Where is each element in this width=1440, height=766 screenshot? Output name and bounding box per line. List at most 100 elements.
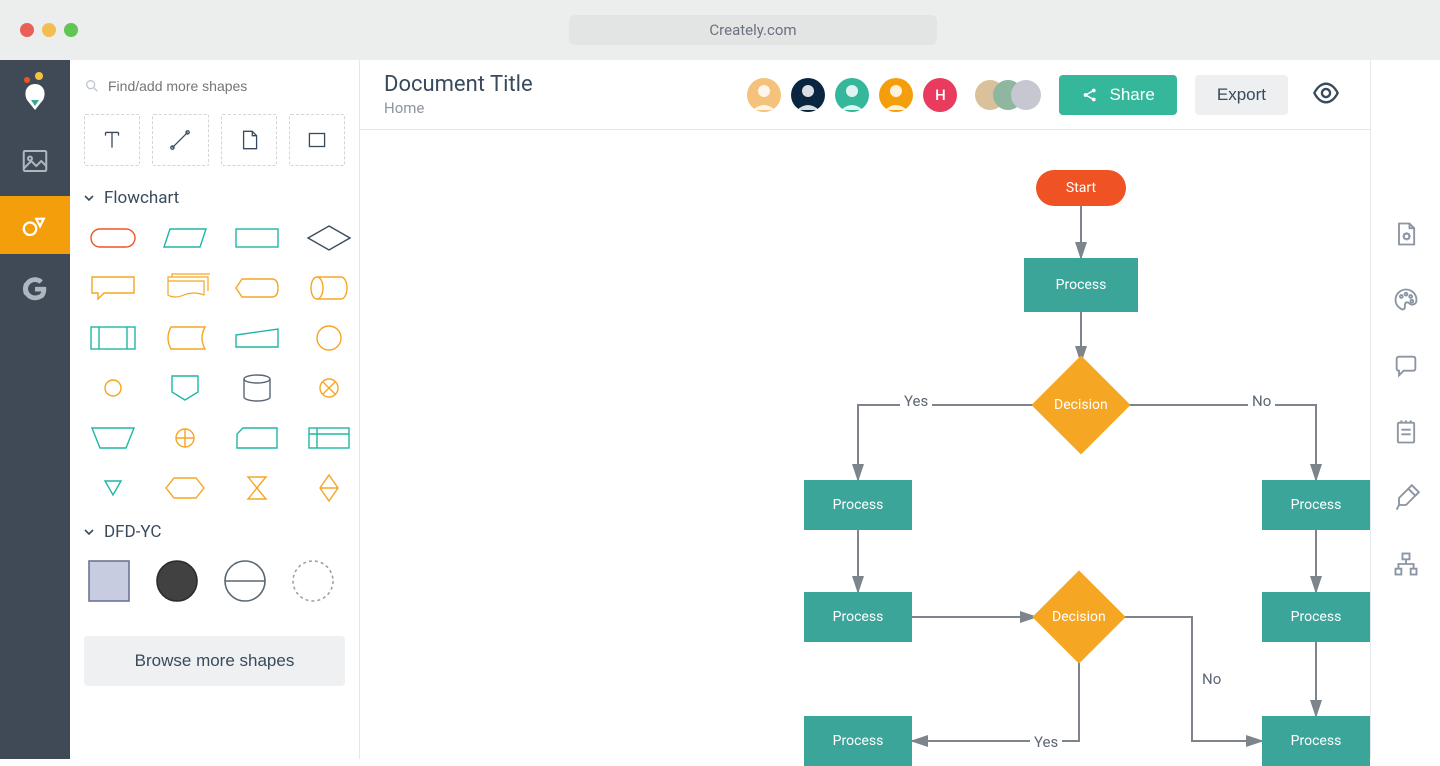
flowchart-edge[interactable] <box>1126 405 1316 480</box>
canvas-area: Document Title Home H Share Export Yes No… <box>360 60 1370 759</box>
preview-button[interactable] <box>1306 73 1346 117</box>
browse-more-shapes-button[interactable]: Browse more shapes <box>84 636 345 686</box>
url-bar[interactable]: Creately.com <box>569 15 936 45</box>
collaborator-avatar[interactable] <box>747 78 781 112</box>
tool-document[interactable] <box>221 114 277 166</box>
maximize-dot[interactable] <box>64 23 78 37</box>
share-button[interactable]: Share <box>1059 75 1176 115</box>
edge-label: No <box>1198 670 1225 688</box>
shape-manual-op[interactable] <box>88 422 138 454</box>
minimize-dot[interactable] <box>42 23 56 37</box>
flowchart-edge[interactable] <box>912 650 1079 741</box>
share-button-label: Share <box>1109 85 1154 105</box>
section-flowchart-header[interactable]: Flowchart <box>84 188 345 208</box>
shape-search-input[interactable] <box>108 78 345 94</box>
shape-collate[interactable] <box>232 472 282 504</box>
shapes-panel: Flowchart <box>70 60 360 759</box>
dfd-datastore[interactable] <box>220 556 270 606</box>
edge-label: No <box>1248 392 1275 410</box>
shape-off-page[interactable] <box>160 372 210 404</box>
flowchart-node-process[interactable]: Process <box>1024 258 1138 312</box>
shape-card[interactable] <box>232 422 282 454</box>
node-label: Process <box>1291 733 1342 749</box>
flowchart-node-process[interactable]: Process <box>804 480 912 530</box>
collaborator-avatar[interactable] <box>835 78 869 112</box>
shape-database[interactable] <box>232 372 282 404</box>
flowchart-edge[interactable] <box>858 405 1036 480</box>
notes-panel-button[interactable] <box>1392 418 1420 450</box>
collaborator-avatar[interactable]: H <box>923 78 957 112</box>
shape-stored-data[interactable] <box>160 322 210 354</box>
dfd-process[interactable] <box>152 556 202 606</box>
node-label: Decision <box>1052 609 1106 625</box>
flowchart-canvas[interactable]: YesNoYesNoStartProcessDecisionProcessPro… <box>360 130 1370 759</box>
section-dfd-label: DFD-YC <box>104 522 161 542</box>
shape-predefined[interactable] <box>88 322 138 354</box>
node-label: Process <box>833 497 884 513</box>
shape-on-page-ref[interactable] <box>88 372 138 404</box>
shape-display[interactable] <box>232 272 282 304</box>
shape-data[interactable] <box>160 222 210 254</box>
chevron-down-icon <box>84 193 94 203</box>
rail-images-button[interactable] <box>0 132 70 190</box>
shape-or[interactable] <box>160 422 210 454</box>
shape-multidoc[interactable] <box>160 272 210 304</box>
shape-process[interactable] <box>232 222 282 254</box>
shape-connector[interactable] <box>304 322 354 354</box>
flowchart-node-process[interactable]: Process <box>1262 480 1370 530</box>
node-label: Process <box>1291 497 1342 513</box>
right-properties-rail <box>1370 60 1440 759</box>
browser-chrome: Creately.com <box>0 0 1440 60</box>
flowchart-node-decision[interactable]: Decision <box>1032 570 1125 663</box>
theme-panel-button[interactable] <box>1392 286 1420 318</box>
collaborator-avatar[interactable] <box>791 78 825 112</box>
shape-internal-storage[interactable] <box>304 422 354 454</box>
settings-panel-button[interactable] <box>1392 220 1420 252</box>
breadcrumb[interactable]: Home <box>384 99 729 117</box>
flowchart-node-process[interactable]: Process <box>1262 592 1370 642</box>
dfd-shapes-grid <box>84 556 345 606</box>
node-label: Process <box>833 733 884 749</box>
flowchart-node-decision[interactable]: Decision <box>1032 356 1131 455</box>
flowchart-node-process[interactable]: Process <box>804 592 912 642</box>
comments-panel-button[interactable] <box>1392 352 1420 384</box>
dfd-entity[interactable] <box>84 556 134 606</box>
shape-decision[interactable] <box>304 222 354 254</box>
node-label: Start <box>1066 180 1096 196</box>
shape-merge[interactable] <box>88 472 138 504</box>
shape-sort[interactable] <box>304 472 354 504</box>
shape-terminator[interactable] <box>88 222 138 254</box>
avatar-overflow-stack[interactable] <box>975 80 1041 110</box>
document-title[interactable]: Document Title <box>384 72 729 97</box>
flowchart-node-start[interactable]: Start <box>1036 170 1126 206</box>
eye-icon <box>1312 79 1340 107</box>
rail-google-button[interactable] <box>0 260 70 318</box>
hierarchy-panel-button[interactable] <box>1392 550 1420 582</box>
node-label: Process <box>1056 277 1107 293</box>
collaborator-avatar[interactable] <box>879 78 913 112</box>
tool-text[interactable] <box>84 114 140 166</box>
section-flowchart-label: Flowchart <box>104 188 179 208</box>
search-icon <box>84 78 100 94</box>
flowchart-shapes-grid <box>84 222 345 504</box>
dfd-boundary[interactable] <box>288 556 338 606</box>
tool-rectangle[interactable] <box>289 114 345 166</box>
section-dfd-header[interactable]: DFD-YC <box>84 522 345 542</box>
shape-search[interactable] <box>84 78 345 94</box>
shape-preparation[interactable] <box>160 472 210 504</box>
shape-manual-input[interactable] <box>232 322 282 354</box>
export-button[interactable]: Export <box>1195 75 1288 115</box>
shape-callout[interactable] <box>88 272 138 304</box>
node-label: Process <box>1291 609 1342 625</box>
close-dot[interactable] <box>20 23 34 37</box>
tool-line[interactable] <box>152 114 208 166</box>
style-panel-button[interactable] <box>1392 484 1420 516</box>
flowchart-edge[interactable] <box>1112 617 1262 741</box>
node-label: Process <box>833 609 884 625</box>
rail-shapes-button[interactable] <box>0 196 70 254</box>
share-icon <box>1081 86 1099 104</box>
shape-summing[interactable] <box>304 372 354 404</box>
edge-label: Yes <box>900 392 932 410</box>
collaborator-avatar <box>1011 80 1041 110</box>
shape-direct-data[interactable] <box>304 272 354 304</box>
